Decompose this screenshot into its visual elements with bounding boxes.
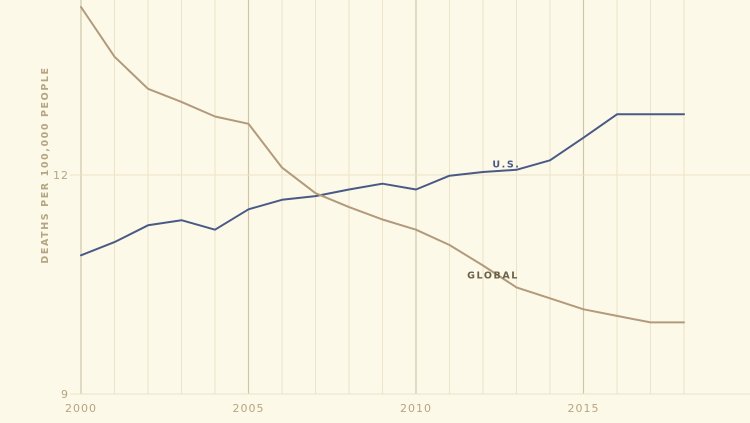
y-tick-label: 12	[53, 169, 69, 182]
series-line-global	[80, 6, 685, 324]
grid	[70, 0, 750, 395]
x-tick-label: 2005	[233, 402, 265, 415]
series-label: GLOBAL	[467, 271, 519, 282]
x-tick-label: 2000	[65, 402, 97, 415]
x-tick-label: 2015	[568, 402, 600, 415]
axes: 9 12 2000 2005 2010 2015 DEATHS PER 100,000 PE…	[40, 66, 600, 415]
y-tick-label: 9	[61, 388, 69, 401]
series-line-u-s	[80, 113, 685, 257]
series-label: U.S.	[492, 160, 520, 171]
y-axis-title: DEATHS PER 100,000 PEOPLE	[40, 66, 51, 263]
series	[80, 6, 685, 324]
x-tick-label: 2010	[400, 402, 432, 415]
labels: U.S. GLOBAL	[467, 160, 520, 282]
